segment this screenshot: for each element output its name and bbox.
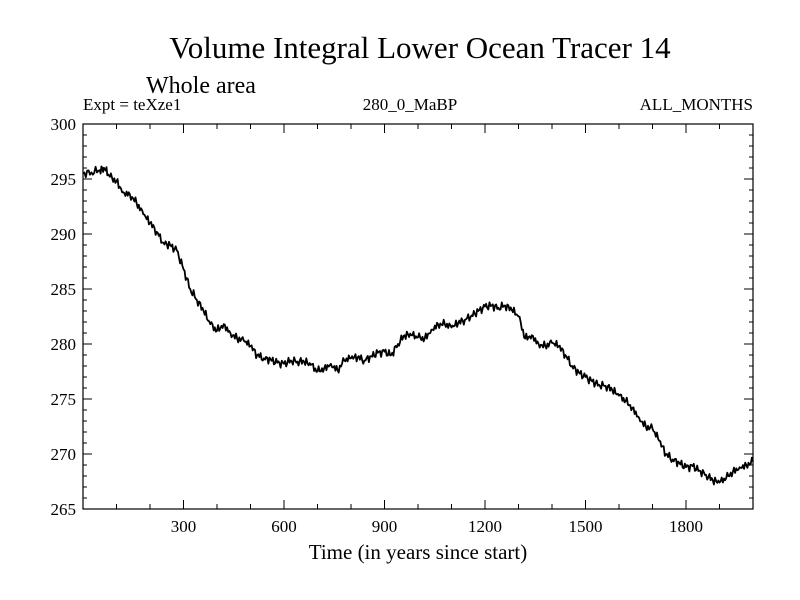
axis-ticks (83, 123, 753, 510)
experiment-label: Expt = teXze1 (83, 95, 181, 114)
y-tick-label: 265 (51, 500, 77, 519)
x-tick-label: 300 (171, 517, 197, 536)
x-tick-label: 1200 (468, 517, 502, 536)
series-line (82, 165, 754, 486)
y-tick-label: 290 (51, 225, 77, 244)
y-tick-label: 275 (51, 390, 77, 409)
y-tick-label: 295 (51, 170, 77, 189)
y-tick-label: 300 (51, 115, 77, 134)
chart-title: Volume Integral Lower Ocean Tracer 14 (169, 30, 671, 65)
axis-tick-labels: 300 600 900 1200 1500 1800 265 270 275 280 285 290 2… (51, 115, 704, 536)
x-tick-label: 1500 (569, 517, 603, 536)
x-axis-label: Time (in years since start) (309, 540, 528, 564)
months-label: ALL_MONTHS (640, 95, 753, 114)
x-tick-label: 900 (372, 517, 398, 536)
period-label: 280_0_MaBP (363, 95, 457, 114)
y-tick-label: 270 (51, 445, 77, 464)
plot-frame (82, 123, 754, 510)
chart-subtitle: Whole area (146, 73, 256, 99)
y-tick-label: 285 (51, 280, 77, 299)
x-tick-label: 600 (271, 517, 297, 536)
y-tick-label: 280 (51, 335, 77, 354)
x-tick-label: 1800 (669, 517, 703, 536)
